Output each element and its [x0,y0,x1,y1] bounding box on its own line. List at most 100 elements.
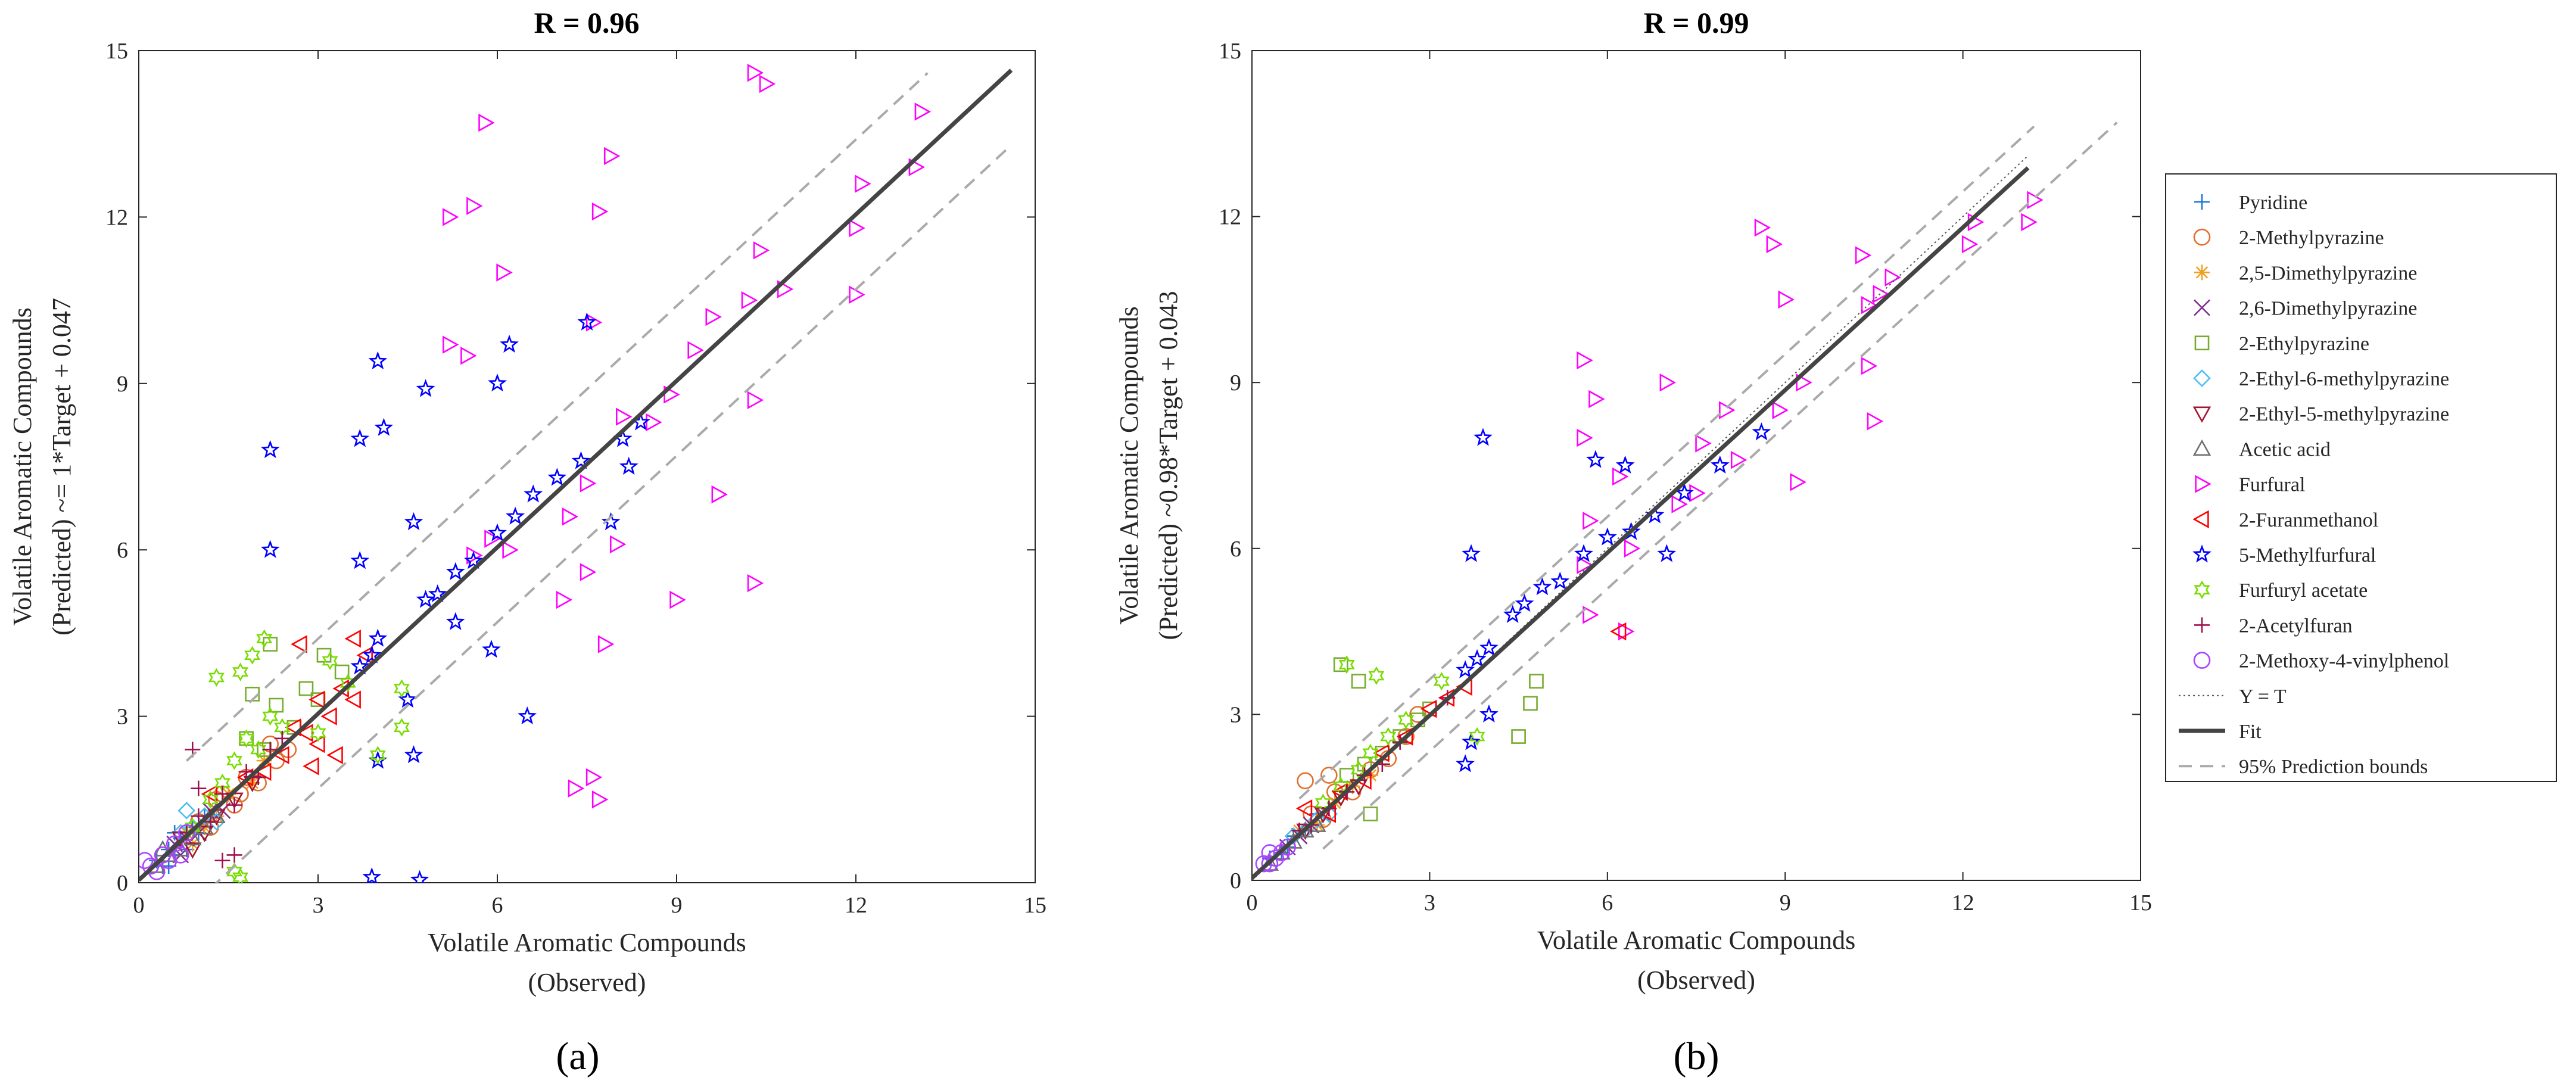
x-tick-label: 3 [313,893,324,918]
y-tick-label: 12 [105,205,128,230]
upper-prediction-bound [1298,125,2035,800]
legend-label: 2-Furanmethanol [2239,509,2378,531]
data-point [568,779,585,798]
data-point [1511,729,1526,744]
data-point [374,418,394,436]
data-point [362,867,382,883]
data-point [139,852,154,870]
data-point [741,291,758,310]
data-point [1583,512,1599,530]
legend-label: 5-Methylfurfural [2239,544,2376,566]
data-point [849,219,865,238]
data-point [1861,295,1878,314]
data-point [183,829,202,846]
data-point [1479,704,1499,722]
data-point [238,729,255,748]
data-point [1861,357,1878,375]
data-point [496,263,513,282]
legend-item: Fit [2179,721,2262,743]
y-tick-label: 3 [1230,702,1241,727]
data-point [1583,606,1599,624]
data-point [1885,268,1901,286]
legend-marker [2192,439,2211,456]
legend-marker [2195,475,2211,493]
x-tick-label: 6 [492,893,503,918]
x-tick-label: 0 [1247,890,1258,915]
data-point [585,768,603,787]
data-point [1778,290,1795,309]
data-point [177,802,196,820]
data-point [466,546,483,565]
legend-item: 95% Prediction bounds [2179,756,2428,778]
data-point [580,474,597,493]
data-point [1961,235,1979,254]
data-point [404,745,423,764]
legend-marker [2193,369,2211,387]
data-point [646,413,662,432]
data-point [356,646,373,665]
legend-marker [2193,652,2211,669]
data-point [1368,666,1385,685]
data-point [500,334,519,353]
legend-item: 2-Methoxy-4-vinylphenol [2193,650,2449,672]
data-point [591,790,609,809]
data-point [556,590,573,609]
data-point [484,530,501,548]
data-point [256,629,273,648]
data-point [1362,743,1379,763]
data-point [368,351,388,370]
data-point [547,468,567,486]
data-point [1577,351,1593,370]
legend-marker [2194,617,2210,633]
y-axis-label: (Predicted) ~= 1*Target + 0.047 [47,298,76,636]
data-point [591,202,609,221]
data-point [166,835,183,853]
legend-marker [2194,194,2210,210]
legend-item: Pyridine [2194,192,2307,214]
data-point [1297,772,1314,790]
x-axis-label: Volatile Aromatic Compounds [1537,926,1856,955]
data-point [855,175,871,193]
data-point [1730,451,1748,469]
data-point [368,628,388,647]
chart-panel-a: 0 3 6 9 12 15 0 3 6 9 12 15 R = 0.96 Volatile Aromati… [8,6,1046,1078]
legend-label: Fit [2239,721,2262,743]
data-point [297,724,313,742]
data-point [466,197,483,215]
data-point [705,307,722,326]
data-point [1462,544,1481,562]
data-point [1754,218,1771,237]
data-point [393,718,410,737]
data-point [2021,213,2038,232]
data-point [1624,539,1641,558]
data-point [1273,844,1291,861]
data-point [195,818,214,834]
data-point [482,640,501,658]
legend-item: Furfuryl acetate [2194,580,2368,602]
data-point [291,635,307,653]
series-furfuryl-acetate [1315,655,1485,812]
data-point [1503,605,1522,623]
lower-prediction-bound [1322,122,2118,850]
data-point [1855,246,1872,264]
data-point [1772,401,1789,419]
data-point [1398,711,1415,730]
data-point [398,690,418,708]
data-point [609,535,627,554]
data-point [488,373,507,392]
y-tick-label: 0 [117,871,128,896]
data-point [1529,674,1544,689]
data-point [202,790,219,809]
data-point [260,440,280,459]
data-point [711,485,728,504]
legend-label: 2,5-Dimethylpyrazine [2239,262,2417,284]
data-point [747,574,764,593]
data-point [562,507,579,526]
legend-label: 2-Ethylpyrazine [2239,333,2369,355]
y-tick-label: 6 [1230,537,1241,562]
legend-item: 2-Ethylpyrazine [2194,333,2369,355]
panel-label: (b) [1674,1035,1720,1078]
upper-prediction-bound [185,72,929,762]
data-point [262,742,278,758]
